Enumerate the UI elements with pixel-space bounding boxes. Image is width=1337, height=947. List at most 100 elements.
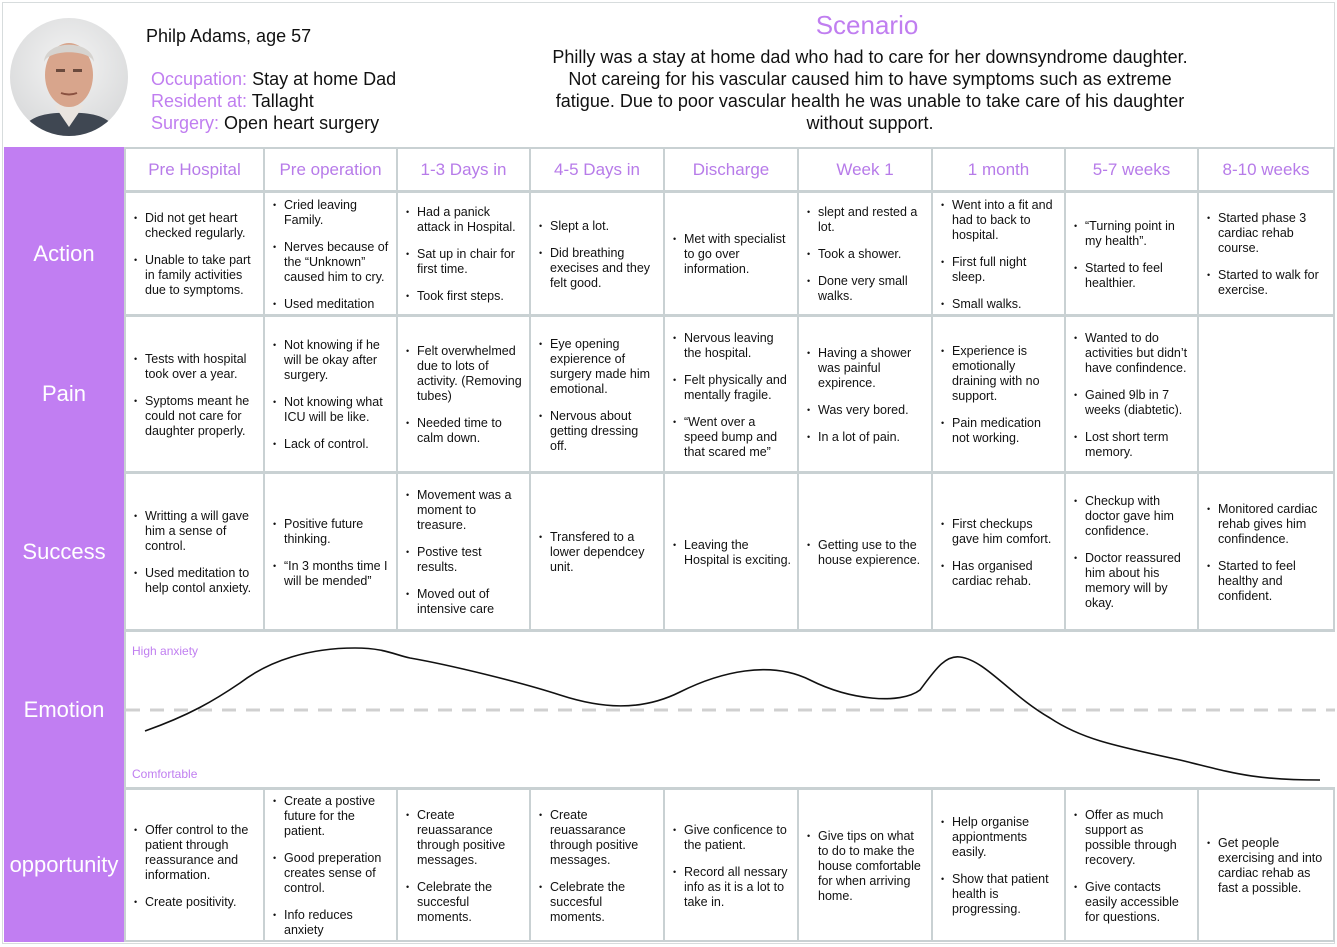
bullet-list: Monitored cardiac rehab gives him confin… — [1205, 502, 1327, 604]
bullet-item: Started phase 3 cardiac rehab course. — [1207, 211, 1327, 256]
stage-header: 4-5 Days in — [531, 149, 663, 190]
bullet-list: Cried leaving Family. Nerves because of t… — [271, 198, 390, 312]
cell: Met with specialist to go over informati… — [665, 193, 797, 314]
bullet-list: Slept a lot. Did breathing execises and t… — [537, 219, 657, 291]
bullet-item: Syptoms meant he could not care for daug… — [134, 394, 257, 439]
row-label: Pain — [41, 381, 87, 406]
emotion-graph — [126, 647, 1335, 781]
cell: Getting use to the house expierence. — [799, 474, 931, 629]
scenario-title: Scenario — [815, 10, 919, 40]
bullet-item: Slept a lot. — [539, 219, 657, 234]
bullet-item: Felt overwhelmed due to lots of activity… — [406, 344, 523, 404]
bullet-item: Info reduces anxiety — [273, 908, 390, 938]
cell: Felt overwhelmed due to lots of activity… — [398, 317, 529, 471]
bullet-item: Needed time to calm down. — [406, 416, 523, 446]
bullet-item: “Turning point in my health”. — [1074, 219, 1191, 249]
cell: Offer control to the patient through rea… — [126, 790, 263, 940]
row-label: Action — [33, 240, 95, 266]
persona-photo — [10, 18, 128, 136]
bullet-list: Transfered to a lower dependcey unit. — [537, 530, 657, 575]
bullet-item: Took a shower. — [807, 247, 925, 262]
bullet-item: Started to feel healthy and confident. — [1207, 559, 1327, 604]
bullet-item: Having a shower was painful expirence. — [807, 346, 925, 391]
bullet-list: Checkup with doctor gave him confidence.… — [1072, 494, 1191, 611]
cell: “Turning point in my health”. Started to … — [1066, 193, 1197, 314]
bullet-item: Create a postive future for the patient. — [273, 794, 390, 839]
bullet-item: Went into a fit and had to back to hospi… — [941, 198, 1058, 243]
bullet-item: Did not get heart checked regularly. — [134, 211, 257, 241]
bullet-item: slept and rested a lot. — [807, 205, 925, 235]
scenario-text: Philly was a stay at home dad who had to… — [552, 47, 1188, 133]
bullet-item: Started to feel healthier. — [1074, 261, 1191, 291]
bullet-item: Getting use to the house expierence. — [807, 538, 925, 568]
cell: Offer as much support as possible throug… — [1066, 790, 1197, 940]
cell: Create a postive future for the patient.… — [265, 790, 396, 940]
bullet-item: Leaving the Hospital is exciting. — [673, 538, 791, 568]
bullet-item: Started to walk for exercise. — [1207, 268, 1327, 298]
bullet-item: Give contacts easily accessible for ques… — [1074, 880, 1191, 925]
bullet-item: Transfered to a lower dependcey unit. — [539, 530, 657, 575]
stage-header: 8-10 weeks — [1199, 149, 1333, 190]
cell: Positive future thinking. “In 3 months ti… — [265, 474, 396, 629]
bullet-item: Pain medication not working. — [941, 416, 1058, 446]
bullet-item: Give conficence to the patient. — [673, 823, 791, 853]
bullet-list: Started phase 3 cardiac rehab course. Sta… — [1205, 211, 1327, 298]
cell: Get people exercising and into cardiac r… — [1199, 790, 1333, 940]
bullet-item: Monitored cardiac rehab gives him confin… — [1207, 502, 1327, 547]
stage-header: 1 month — [933, 149, 1064, 190]
bullet-list: “Turning point in my health”. Started to … — [1072, 219, 1191, 291]
bullet-item: Lack of control. — [273, 437, 390, 452]
bullet-item: Not knowing what ICU will be like. — [273, 395, 390, 425]
bullet-item: Had a panick attack in Hospital. — [406, 205, 523, 235]
bullet-list: Give tips on what to do to make the hous… — [805, 829, 925, 904]
bullet-item: Good preperation creates sense of contro… — [273, 851, 390, 896]
bullet-item: Experience is emotionally draining with … — [941, 344, 1058, 404]
cell: Went into a fit and had to back to hospi… — [933, 193, 1064, 314]
bullet-item: Postive test results. — [406, 545, 523, 575]
bullet-item: Get people exercising and into cardiac r… — [1207, 836, 1327, 896]
persona-field: Surgery: Open heart surgery — [151, 113, 379, 134]
bullet-item: Has organised cardiac rehab. — [941, 559, 1058, 589]
row-label: opportunity — [9, 852, 119, 877]
cell: Transfered to a lower dependcey unit. — [531, 474, 663, 629]
bullet-item: Used meditation to help contol anxiety. — [134, 566, 257, 596]
bullet-list: Eye opening expierence of surgery made h… — [537, 337, 657, 454]
bullet-list: Give conficence to the patient. Record al… — [671, 823, 791, 910]
cell: Nervous leaving the hospital. Felt physic… — [665, 317, 797, 471]
bullet-item: Took first steps. — [406, 289, 523, 304]
bullet-list: Met with specialist to go over informati… — [671, 232, 791, 277]
bullet-list: Create reuassarance through positive mes… — [537, 808, 657, 925]
bullet-list: Help organise appiontments easily. Show t… — [939, 815, 1058, 917]
bullet-item: Did breathing execises and they felt goo… — [539, 246, 657, 291]
row-label: Emotion — [23, 696, 105, 722]
cell — [1199, 317, 1333, 471]
field-value: Stay at home Dad — [252, 69, 397, 89]
bullet-list: Went into a fit and had to back to hospi… — [939, 198, 1058, 312]
field-label: Occupation: — [151, 69, 248, 89]
bullet-item: Cried leaving Family. — [273, 198, 390, 228]
persona-name: Philp Adams, age 57 — [146, 26, 312, 46]
bullet-list: slept and rested a lot. Took a shower. Don… — [805, 205, 925, 304]
bullet-item: Gained 9lb in 7 weeks (diabtetic). — [1074, 388, 1191, 418]
stage-header: Week 1 — [799, 149, 931, 190]
high-label: High anxiety — [132, 644, 199, 658]
bullet-item: “Went over a speed bump and that scared … — [673, 415, 791, 460]
bullet-item: First checkups gave him comfort. — [941, 517, 1058, 547]
field-label: Resident at: — [151, 91, 248, 111]
bullet-item: Show that patient health is progressing. — [941, 872, 1058, 917]
cell: Create reuassarance through positive mes… — [398, 790, 529, 940]
bullet-list: Having a shower was painful expirence. Wa… — [805, 346, 925, 445]
cell: Tests with hospital took over a year. Syp… — [126, 317, 263, 471]
bullet-item: Used meditation — [273, 297, 390, 312]
bullet-item: Wanted to do activities but didn’t have … — [1074, 331, 1191, 376]
bullet-list: Felt overwhelmed due to lots of activity… — [404, 344, 523, 446]
cell: Writting a will gave him a sense of cont… — [126, 474, 263, 629]
bullet-item: Writting a will gave him a sense of cont… — [134, 509, 257, 554]
bullet-list: Offer control to the patient through rea… — [132, 823, 257, 910]
bullet-item: Small walks. — [941, 297, 1058, 312]
bullet-item: Tests with hospital took over a year. — [134, 352, 257, 382]
cell: Give tips on what to do to make the hous… — [799, 790, 931, 940]
cell: Leaving the Hospital is exciting. — [665, 474, 797, 629]
bullet-item: Done very small walks. — [807, 274, 925, 304]
stage-header: 1-3 Days in — [398, 149, 529, 190]
